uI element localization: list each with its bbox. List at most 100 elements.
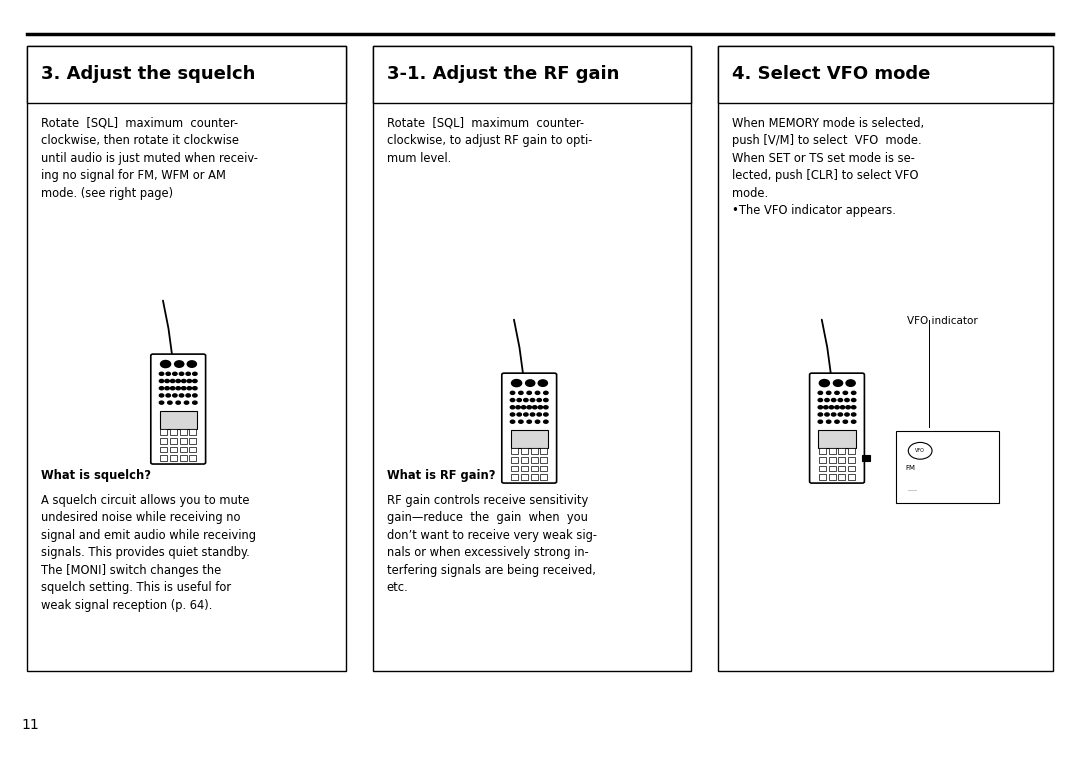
Text: Rotate  [SQL]  maximum  counter-
clockwise, then rotate it clockwise
until audio: Rotate [SQL] maximum counter- clockwise,… <box>41 117 258 200</box>
Text: 3: 3 <box>38 57 55 84</box>
Circle shape <box>192 401 197 404</box>
Circle shape <box>829 405 834 409</box>
Text: .....: ..... <box>907 488 917 492</box>
Text: When MEMORY mode is selected,
push [V/M] to select  VFO  mode.
When SET or TS se: When MEMORY mode is selected, push [V/M]… <box>732 117 924 217</box>
Bar <box>189 429 197 435</box>
Circle shape <box>820 379 829 386</box>
Circle shape <box>543 392 548 395</box>
Bar <box>373 46 691 671</box>
Circle shape <box>165 379 170 383</box>
Bar <box>848 474 855 480</box>
Circle shape <box>536 392 540 395</box>
Circle shape <box>173 373 177 376</box>
Bar <box>819 448 826 454</box>
Circle shape <box>840 405 845 409</box>
Circle shape <box>166 373 171 376</box>
Circle shape <box>511 399 515 402</box>
Circle shape <box>511 392 515 395</box>
Circle shape <box>832 413 836 416</box>
Circle shape <box>186 394 190 397</box>
Bar <box>511 474 518 480</box>
FancyBboxPatch shape <box>151 354 205 464</box>
Circle shape <box>527 405 531 409</box>
Bar <box>511 431 548 448</box>
Text: Rotate  [SQL]  maximum  counter-
clockwise, to adjust RF gain to opti-
mum level: Rotate [SQL] maximum counter- clockwise,… <box>387 117 592 165</box>
Text: 4. Select VFO mode: 4. Select VFO mode <box>732 66 931 83</box>
Bar <box>160 455 167 461</box>
Circle shape <box>192 386 197 390</box>
Circle shape <box>173 394 177 397</box>
Circle shape <box>511 420 515 423</box>
Circle shape <box>187 386 191 390</box>
Circle shape <box>819 405 823 409</box>
Circle shape <box>819 392 823 395</box>
Circle shape <box>543 405 548 409</box>
Circle shape <box>171 379 175 383</box>
Circle shape <box>192 379 197 383</box>
FancyBboxPatch shape <box>810 373 864 483</box>
Text: 3-1. Adjust the RF gain: 3-1. Adjust the RF gain <box>387 66 619 83</box>
Circle shape <box>851 399 855 402</box>
Text: VFO: VFO <box>915 448 926 453</box>
Circle shape <box>824 405 828 409</box>
Bar <box>189 438 197 443</box>
Circle shape <box>838 399 842 402</box>
Bar <box>819 431 855 448</box>
Circle shape <box>835 405 839 409</box>
Circle shape <box>512 379 522 386</box>
Circle shape <box>543 413 548 416</box>
Bar <box>838 457 846 463</box>
Circle shape <box>527 420 531 423</box>
Circle shape <box>536 420 540 423</box>
Circle shape <box>166 394 171 397</box>
Circle shape <box>165 386 170 390</box>
Bar <box>828 457 836 463</box>
Text: 11: 11 <box>22 718 39 732</box>
Circle shape <box>826 420 831 423</box>
Bar <box>189 447 197 453</box>
Bar <box>160 447 167 453</box>
Text: RF gain controls receive sensitivity
gain—reduce  the  gain  when  you
don’t wan: RF gain controls receive sensitivity gai… <box>387 494 596 594</box>
Bar <box>819 466 826 472</box>
Circle shape <box>524 399 528 402</box>
Bar <box>511 457 518 463</box>
Circle shape <box>524 413 528 416</box>
Bar <box>828 466 836 472</box>
Circle shape <box>160 379 164 383</box>
Bar <box>179 429 187 435</box>
Circle shape <box>160 394 164 397</box>
Circle shape <box>181 379 186 383</box>
Circle shape <box>179 373 184 376</box>
Bar <box>896 431 999 503</box>
Bar <box>179 438 187 443</box>
Circle shape <box>192 373 197 376</box>
Bar <box>848 457 855 463</box>
Circle shape <box>851 413 855 416</box>
Bar <box>828 448 836 454</box>
Circle shape <box>845 399 849 402</box>
Circle shape <box>851 420 855 423</box>
Circle shape <box>187 361 197 367</box>
Text: FM: FM <box>905 465 915 471</box>
Circle shape <box>517 399 522 402</box>
Circle shape <box>846 380 855 386</box>
Bar <box>838 474 846 480</box>
Bar <box>160 411 197 429</box>
Circle shape <box>819 420 823 423</box>
Bar <box>170 438 177 443</box>
Bar <box>819 474 826 480</box>
Circle shape <box>160 373 164 376</box>
Circle shape <box>516 405 521 409</box>
Bar <box>179 455 187 461</box>
Circle shape <box>511 413 515 416</box>
Circle shape <box>834 380 842 386</box>
Circle shape <box>843 420 848 423</box>
Text: A squelch circuit allows you to mute
undesired noise while receiving no
signal a: A squelch circuit allows you to mute und… <box>41 494 256 612</box>
Circle shape <box>530 399 535 402</box>
Circle shape <box>518 420 523 423</box>
Text: 3. Adjust the squelch: 3. Adjust the squelch <box>41 66 255 83</box>
Bar <box>828 474 836 480</box>
Bar <box>521 466 528 472</box>
Text: What is RF gain?: What is RF gain? <box>387 469 495 482</box>
Bar <box>170 447 177 453</box>
